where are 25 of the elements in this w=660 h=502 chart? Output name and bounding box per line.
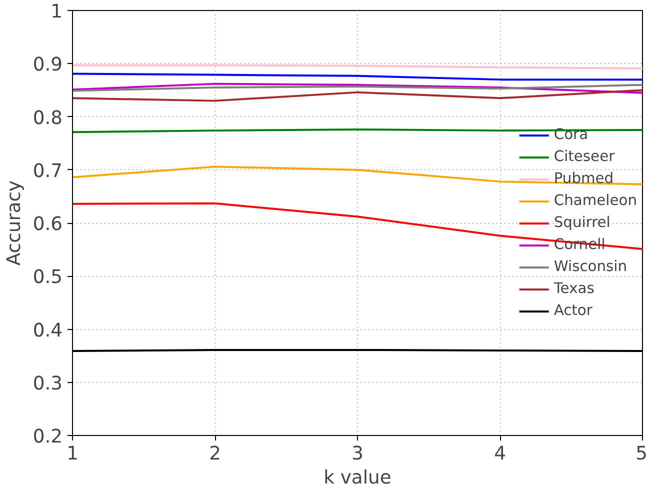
line-series xyxy=(72,89,642,102)
y-tick-label: 0.2 xyxy=(32,426,62,448)
y-tick-label: 0.6 xyxy=(32,214,62,235)
x-tick-label: 1 xyxy=(66,444,78,464)
y-tick-label: 0.5 xyxy=(32,267,62,288)
y-tick-label: 1 xyxy=(50,2,63,22)
x-tick-label: 3 xyxy=(352,444,364,464)
legend-label: Chameleon xyxy=(554,192,637,209)
legend-label: Squirrel xyxy=(554,214,610,231)
y-tick-label: 0.4 xyxy=(32,320,62,342)
legend-label: Citeseer xyxy=(554,148,615,165)
line-series xyxy=(72,166,642,186)
legend-label: Texas xyxy=(554,280,594,297)
x-axis-title: k value xyxy=(324,468,392,488)
y-tick-label: 0.8 xyxy=(32,108,62,129)
legend-label: Cora xyxy=(554,126,588,143)
x-tick-label: 2 xyxy=(209,444,221,464)
y-tick-label: 0.3 xyxy=(32,373,62,394)
x-tick-label: 4 xyxy=(494,444,506,464)
legend-label: Actor xyxy=(554,302,592,319)
y-tick-label: 0.7 xyxy=(32,160,62,182)
legend-label: Wisconsin xyxy=(554,258,628,275)
x-tick-label: 5 xyxy=(636,444,648,464)
y-tick-label: 0.9 xyxy=(32,54,62,76)
y-axis-title: Accuracy xyxy=(4,180,25,266)
